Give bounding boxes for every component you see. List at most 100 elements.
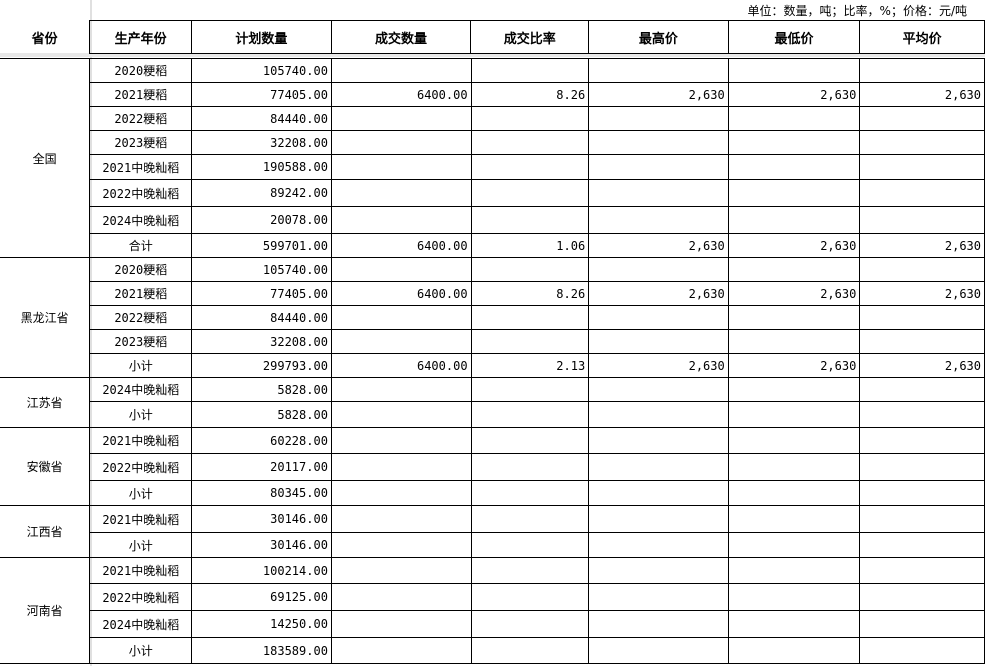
min-price-cell[interactable] — [727, 557, 861, 584]
planned-qty-cell[interactable]: 5828.00 — [191, 401, 332, 428]
planned-qty-cell[interactable]: 20117.00 — [191, 453, 332, 481]
deal-qty-cell[interactable]: 6400.00 — [330, 353, 472, 378]
header-province[interactable]: 省份 — [0, 20, 91, 54]
avg-price-cell[interactable]: 2,630 — [859, 233, 985, 258]
deal-ratio-cell[interactable] — [470, 557, 590, 584]
max-price-cell[interactable] — [588, 305, 729, 330]
avg-price-cell[interactable] — [859, 377, 985, 402]
deal-ratio-cell[interactable] — [470, 106, 590, 131]
min-price-cell[interactable] — [727, 154, 861, 180]
avg-price-cell[interactable] — [859, 480, 985, 506]
planned-qty-cell[interactable]: 84440.00 — [191, 305, 332, 330]
max-price-cell[interactable]: 2,630 — [588, 233, 729, 258]
planned-qty-cell[interactable]: 14250.00 — [191, 610, 332, 638]
deal-qty-cell[interactable]: 6400.00 — [330, 233, 472, 258]
year-cell[interactable]: 2021中晚籼稻 — [89, 557, 193, 584]
avg-price-cell[interactable] — [859, 532, 985, 558]
max-price-cell[interactable] — [588, 557, 729, 584]
avg-price-cell[interactable] — [859, 583, 985, 611]
avg-price-cell[interactable] — [859, 610, 985, 638]
max-price-cell[interactable] — [588, 610, 729, 638]
planned-qty-cell[interactable]: 80345.00 — [191, 480, 332, 506]
planned-qty-cell[interactable]: 105740.00 — [191, 58, 332, 83]
deal-qty-cell[interactable] — [330, 505, 472, 533]
deal-qty-cell[interactable] — [330, 610, 472, 638]
min-price-cell[interactable] — [727, 532, 861, 558]
min-price-cell[interactable] — [727, 505, 861, 533]
deal-ratio-cell[interactable] — [470, 480, 590, 506]
max-price-cell[interactable] — [588, 58, 729, 83]
max-price-cell[interactable] — [588, 637, 729, 664]
min-price-cell[interactable] — [727, 637, 861, 664]
max-price-cell[interactable] — [588, 377, 729, 402]
deal-qty-cell[interactable] — [330, 532, 472, 558]
deal-qty-cell[interactable] — [330, 637, 472, 664]
year-cell[interactable]: 2021中晚籼稻 — [89, 505, 193, 533]
avg-price-cell[interactable] — [859, 637, 985, 664]
min-price-cell[interactable]: 2,630 — [727, 233, 861, 258]
max-price-cell[interactable] — [588, 532, 729, 558]
deal-ratio-cell[interactable] — [470, 401, 590, 428]
header-planned-qty[interactable]: 计划数量 — [191, 20, 332, 54]
planned-qty-cell[interactable]: 299793.00 — [191, 353, 332, 378]
max-price-cell[interactable] — [588, 583, 729, 611]
min-price-cell[interactable]: 2,630 — [727, 281, 861, 306]
deal-ratio-cell[interactable]: 8.26 — [470, 281, 590, 306]
planned-qty-cell[interactable]: 183589.00 — [191, 637, 332, 664]
planned-qty-cell[interactable]: 190588.00 — [191, 154, 332, 180]
avg-price-cell[interactable]: 2,630 — [859, 281, 985, 306]
deal-qty-cell[interactable] — [330, 453, 472, 481]
min-price-cell[interactable] — [727, 206, 861, 234]
min-price-cell[interactable] — [727, 257, 861, 282]
max-price-cell[interactable] — [588, 106, 729, 131]
planned-qty-cell[interactable]: 599701.00 — [191, 233, 332, 258]
planned-qty-cell[interactable]: 84440.00 — [191, 106, 332, 131]
deal-qty-cell[interactable] — [330, 557, 472, 584]
avg-price-cell[interactable]: 2,630 — [859, 82, 985, 107]
deal-qty-cell[interactable] — [330, 427, 472, 454]
year-cell[interactable]: 2022粳稻 — [89, 106, 193, 131]
planned-qty-cell[interactable]: 89242.00 — [191, 179, 332, 207]
deal-qty-cell[interactable] — [330, 206, 472, 234]
header-year[interactable]: 生产年份 — [89, 20, 193, 54]
deal-ratio-cell[interactable]: 1.06 — [470, 233, 590, 258]
avg-price-cell[interactable] — [859, 557, 985, 584]
max-price-cell[interactable] — [588, 179, 729, 207]
deal-qty-cell[interactable] — [330, 377, 472, 402]
max-price-cell[interactable]: 2,630 — [588, 281, 729, 306]
max-price-cell[interactable] — [588, 480, 729, 506]
year-cell[interactable]: 小计 — [89, 401, 193, 428]
planned-qty-cell[interactable]: 77405.00 — [191, 82, 332, 107]
max-price-cell[interactable]: 2,630 — [588, 82, 729, 107]
deal-qty-cell[interactable] — [330, 583, 472, 611]
avg-price-cell[interactable] — [859, 305, 985, 330]
planned-qty-cell[interactable]: 32208.00 — [191, 130, 332, 155]
max-price-cell[interactable] — [588, 329, 729, 354]
deal-ratio-cell[interactable] — [470, 257, 590, 282]
deal-qty-cell[interactable] — [330, 154, 472, 180]
min-price-cell[interactable] — [727, 329, 861, 354]
header-avg-price[interactable]: 平均价 — [859, 20, 985, 54]
header-max-price[interactable]: 最高价 — [588, 20, 729, 54]
planned-qty-cell[interactable]: 32208.00 — [191, 329, 332, 354]
year-cell[interactable]: 2020粳稻 — [89, 58, 193, 83]
min-price-cell[interactable] — [727, 106, 861, 131]
deal-ratio-cell[interactable] — [470, 58, 590, 83]
deal-ratio-cell[interactable] — [470, 179, 590, 207]
year-cell[interactable]: 2021中晚籼稻 — [89, 154, 193, 180]
min-price-cell[interactable] — [727, 179, 861, 207]
min-price-cell[interactable] — [727, 480, 861, 506]
avg-price-cell[interactable] — [859, 427, 985, 454]
province-cell[interactable]: 江苏省 — [0, 377, 91, 428]
year-cell[interactable]: 2021粳稻 — [89, 82, 193, 107]
year-cell[interactable]: 2021中晚籼稻 — [89, 427, 193, 454]
deal-qty-cell[interactable] — [330, 106, 472, 131]
avg-price-cell[interactable] — [859, 130, 985, 155]
avg-price-cell[interactable] — [859, 154, 985, 180]
min-price-cell[interactable] — [727, 453, 861, 481]
deal-ratio-cell[interactable]: 8.26 — [470, 82, 590, 107]
header-min-price[interactable]: 最低价 — [727, 20, 861, 54]
min-price-cell[interactable] — [727, 610, 861, 638]
min-price-cell[interactable] — [727, 130, 861, 155]
avg-price-cell[interactable] — [859, 505, 985, 533]
